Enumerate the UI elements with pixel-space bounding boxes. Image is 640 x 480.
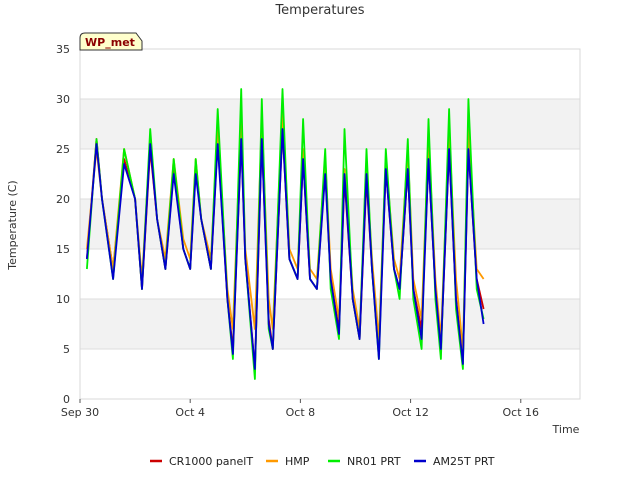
y-axis-label: Temperature (C) [6, 180, 19, 270]
y-tick-label: 35 [56, 43, 70, 56]
y-tick-label: 15 [56, 243, 70, 256]
chart-title: Temperatures [274, 3, 364, 18]
y-tick-label: 10 [56, 293, 70, 306]
background-band [80, 349, 580, 399]
plot-frame [79, 48, 581, 400]
background-band [80, 149, 580, 199]
legend-label: CR1000 panelT [169, 455, 253, 468]
site-badge-shape [79, 32, 143, 51]
y-tick-label: 5 [63, 343, 70, 356]
y-tick-label: 30 [56, 93, 70, 106]
legend-label: HMP [285, 455, 310, 468]
y-tick-label: 25 [56, 143, 70, 156]
x-tick-label: Oct 8 [286, 406, 316, 419]
site-badge: WP_met [79, 32, 143, 51]
legend-label: NR01 PRT [347, 455, 401, 468]
background-band [80, 299, 580, 349]
site-badge-label: WP_met [85, 36, 135, 49]
legend-label: AM25T PRT [433, 455, 495, 468]
x-tick-label: Oct 12 [392, 406, 429, 419]
x-tick-label: Oct 16 [503, 406, 540, 419]
x-tick-label: Oct 4 [175, 406, 205, 419]
legend: CR1000 panelT HMP NR01 PRT AM25T PRT [150, 455, 495, 468]
x-axis-ticks: Sep 30 Oct 4 Oct 8 Oct 12 Oct 16 [61, 399, 539, 419]
background-bands [80, 49, 580, 399]
y-tick-label: 20 [56, 193, 70, 206]
series-line-4 [86, 128, 485, 370]
background-band [80, 99, 580, 149]
y-tick-label: 0 [63, 393, 70, 406]
series-lines [86, 88, 485, 380]
x-axis-label: Time [552, 423, 580, 436]
x-tick-label: Sep 30 [61, 406, 99, 419]
y-axis-ticks: 0 5 10 15 20 25 30 35 [56, 43, 70, 406]
background-band [80, 49, 580, 99]
